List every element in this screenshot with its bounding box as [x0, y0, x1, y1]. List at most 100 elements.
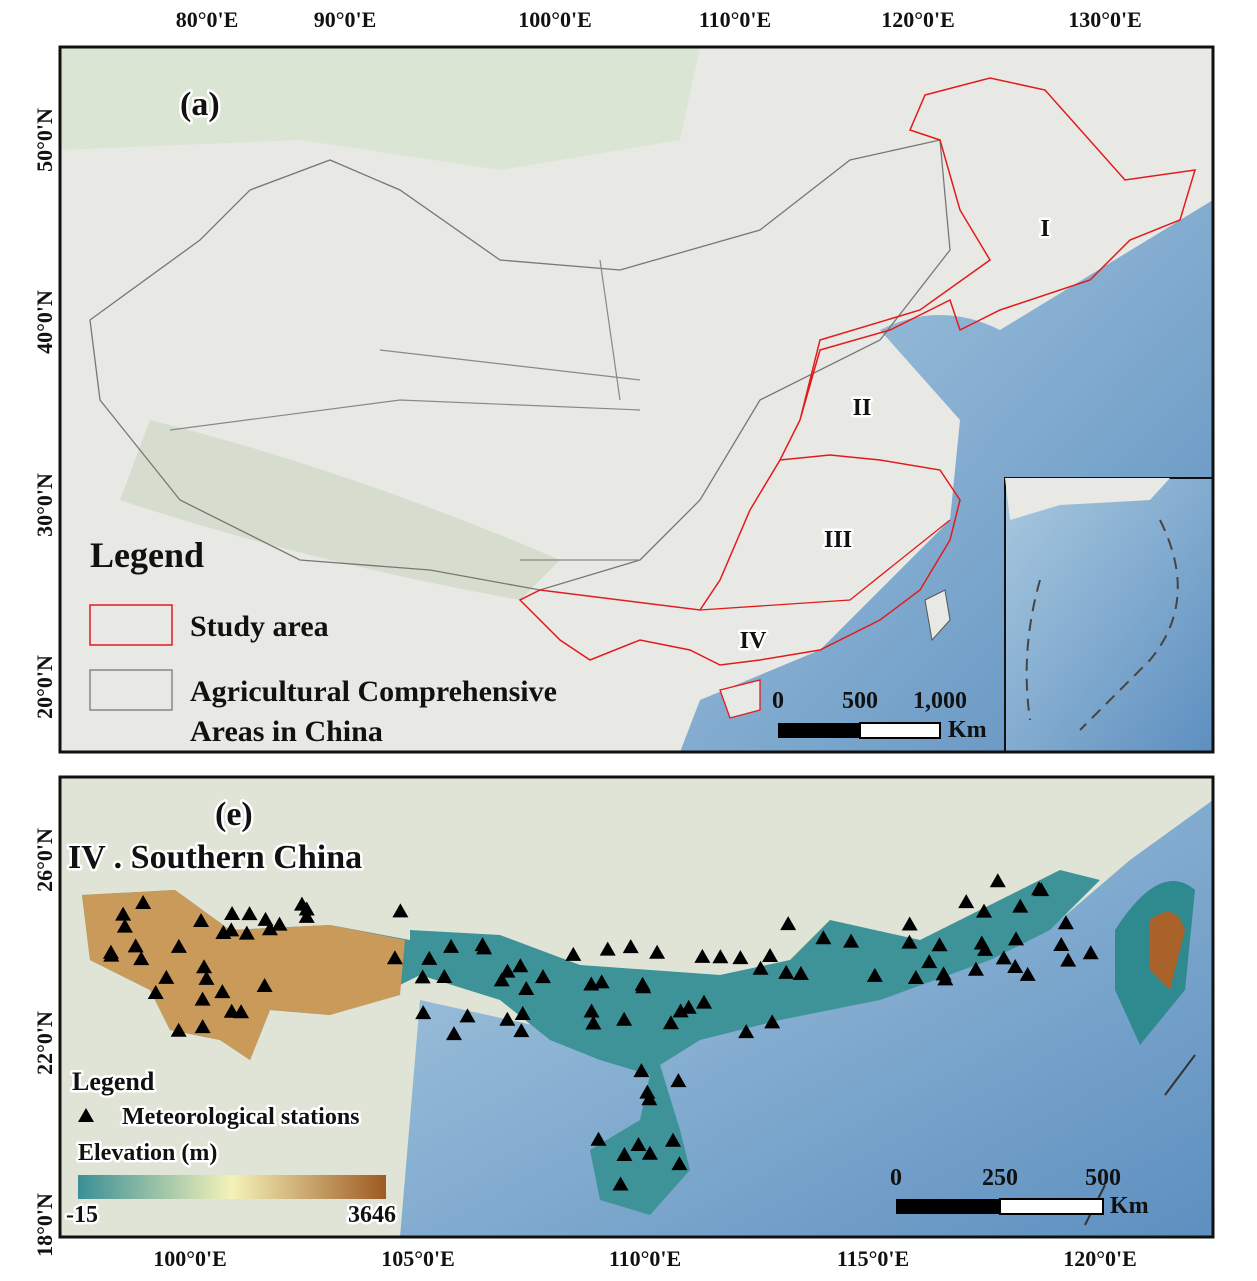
station-symbol [194, 1019, 211, 1034]
station-symbol [780, 916, 797, 931]
legend-swatch [89, 669, 173, 711]
lat-tick-label: 20°0'N [32, 655, 57, 719]
station-symbol [843, 933, 860, 948]
station-symbol [671, 1156, 688, 1171]
station-symbol [256, 977, 273, 992]
station-symbol [298, 908, 315, 923]
panel-a-map [60, 47, 1213, 752]
station-symbol [565, 946, 582, 961]
station-symbol [493, 972, 510, 987]
station-symbol [901, 916, 918, 931]
lon-tick-label: 80°0'E [176, 7, 239, 32]
lon-tick-label: 120°0'E [881, 7, 955, 32]
station-symbol [103, 947, 120, 962]
station-symbol [499, 963, 516, 978]
legend-title: Legend [90, 535, 204, 575]
scale-label: 1,000 [913, 688, 967, 714]
station-symbol [585, 1015, 602, 1030]
panel-e-lat-ticks: 26°0'N 22°0'N 18°0'N [32, 828, 57, 1257]
station-symbol [616, 1011, 633, 1026]
station-symbol [116, 918, 133, 933]
lon-tick-label: 100°0'E [518, 7, 592, 32]
lat-tick-label: 50°0'N [32, 108, 57, 172]
station-symbol [196, 959, 213, 974]
legend-max: 3646 [348, 1202, 396, 1228]
station-symbol [616, 1147, 633, 1162]
panel-label: (a) [180, 86, 220, 123]
panel-a-lon-ticks: 80°0'E 90°0'E 100°0'E 110°0'E 120°0'E 13… [176, 7, 1142, 32]
region-label: II [853, 395, 872, 421]
panel-a-legend: Legend Study area Agricultural Comprehen… [89, 535, 557, 748]
lon-tick-label: 105°0'E [381, 1246, 455, 1271]
station-symbol [973, 935, 990, 950]
station-symbol [214, 984, 231, 999]
station-symbol [215, 925, 232, 940]
scale-label: 250 [982, 1165, 1018, 1191]
region-label: I [1040, 216, 1049, 242]
scale-bar [859, 722, 941, 739]
station-symbol [421, 950, 438, 965]
station-symbol [665, 1132, 682, 1147]
scale-bar [896, 1199, 1000, 1214]
scale-bar [778, 723, 860, 738]
scale-label: 0 [890, 1165, 902, 1191]
panel-e-scale: 0 250 500 Km [890, 1165, 1149, 1219]
station-symbol [1007, 958, 1024, 973]
station-symbol [443, 938, 460, 953]
lon-tick-label: 90°0'E [314, 7, 377, 32]
lon-tick-label: 130°0'E [1068, 7, 1142, 32]
lat-tick-label: 22°0'N [32, 1011, 57, 1075]
lon-tick-label: 110°0'E [699, 7, 771, 32]
panel-e-map [60, 777, 1213, 1237]
station-symbol [135, 895, 152, 910]
scale-label: 0 [772, 688, 784, 714]
scale-label: 500 [1085, 1165, 1121, 1191]
station-symbol [635, 979, 652, 994]
station-symbol [261, 921, 278, 936]
station-symbol [534, 969, 551, 984]
station-symbol [778, 964, 795, 979]
station-symbol [241, 906, 258, 921]
station-symbol [198, 970, 215, 985]
legend-title: Legend [72, 1067, 155, 1096]
station-symbol [866, 967, 883, 982]
station-symbol [1012, 898, 1029, 913]
station-symbol [1033, 882, 1050, 897]
station-symbol [170, 1022, 187, 1037]
station-symbol [907, 970, 924, 985]
legend-item: Areas in China [190, 715, 383, 748]
scale-unit: Km [948, 717, 987, 743]
station-symbol [815, 930, 832, 945]
station-symbol [1082, 945, 1099, 960]
station-symbol [1008, 931, 1025, 946]
station-symbol [170, 938, 187, 953]
station-symbol [901, 934, 918, 949]
scale-unit: Km [1110, 1193, 1149, 1219]
station-symbol [238, 925, 255, 940]
station-symbol [590, 1131, 607, 1146]
panel-e-legend: Legend Meteorological stations Elevation… [64, 1065, 399, 1231]
legend-swatch [89, 604, 173, 646]
station-symbol [641, 1091, 658, 1106]
station-symbol [127, 938, 144, 953]
station-symbol [514, 1005, 531, 1020]
station-symbol [921, 954, 938, 969]
station-symbol [271, 916, 288, 931]
legend-item: Meteorological stations [122, 1104, 360, 1130]
station-symbol [694, 948, 711, 963]
panel-label: (e) [215, 796, 253, 833]
lat-tick-label: 30°0'N [32, 473, 57, 537]
station-symbol [445, 1026, 462, 1041]
region-label: III [824, 527, 852, 553]
station-symbol [633, 1063, 650, 1078]
station-symbol [672, 1003, 689, 1018]
station-symbol [133, 951, 150, 966]
station-symbol [762, 948, 779, 963]
station-symbol [257, 911, 274, 926]
panel-e-lon-ticks: 100°0'E 105°0'E 110°0'E 115°0'E 120°0'E [153, 1246, 1137, 1271]
station-symbol [386, 950, 403, 965]
station-symbol [193, 913, 210, 928]
panel-a-scale: 0 500 1,000 Km [772, 688, 987, 743]
station-symbol [436, 969, 453, 984]
